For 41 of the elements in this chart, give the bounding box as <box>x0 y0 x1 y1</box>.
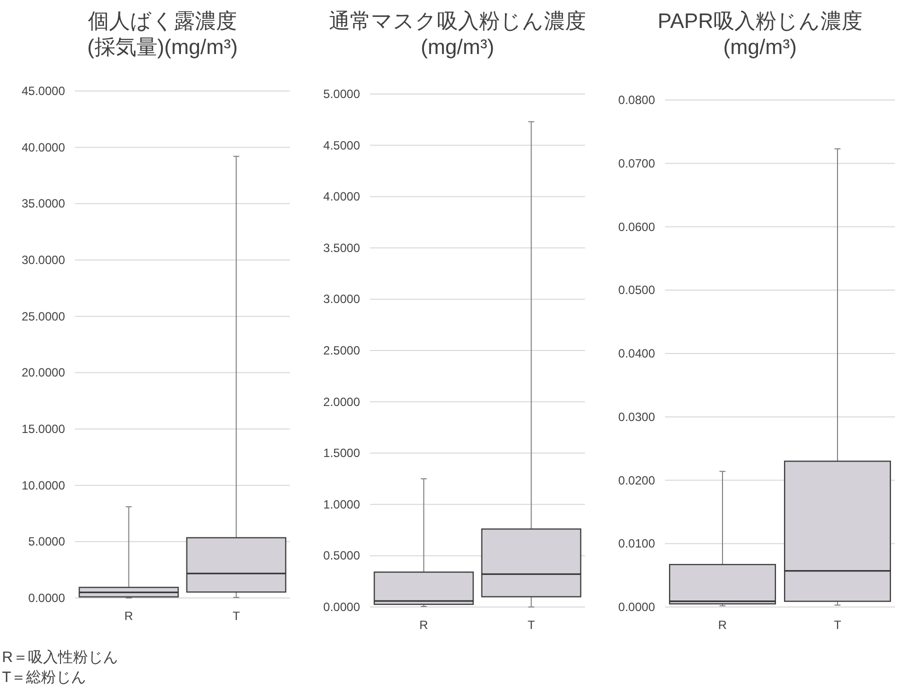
y-tick-label: 0.0600 <box>618 220 656 234</box>
y-tick-label: 35.0000 <box>22 196 66 211</box>
text: T＝総粉じん <box>2 669 86 686</box>
y-tick-label: 0.0400 <box>618 346 656 360</box>
y-tick-label: 30.0000 <box>22 253 66 267</box>
chart-title: 通常マスク吸入粉じん濃度 (mg/m³) <box>329 10 586 59</box>
y-tick-label: 5.0000 <box>323 87 360 101</box>
y-tick-label: 0.0000 <box>323 600 360 614</box>
y-tick-label: 4.5000 <box>323 138 360 152</box>
y-tick-label: 25.0000 <box>22 309 66 324</box>
y-tick-label: 0.0500 <box>618 283 656 298</box>
y-tick-label: 15.0000 <box>22 422 66 436</box>
y-tick-label: 0.0000 <box>28 591 66 605</box>
y-tick-label: 3.5000 <box>323 240 360 255</box>
y-tick-label: 0.0800 <box>618 93 656 107</box>
y-tick-label: 1.5000 <box>323 446 360 460</box>
y-tick-label: 2.5000 <box>323 344 360 358</box>
text: R＝吸入性粉じん <box>2 649 118 666</box>
y-tick-label: 0.0700 <box>618 156 656 170</box>
y-tick-label: 0.0200 <box>618 473 656 488</box>
y-tick-label: 45.0000 <box>22 84 66 98</box>
y-tick-label: 20.0000 <box>22 366 66 380</box>
x-tick-label: T <box>232 609 241 623</box>
y-tick-label: 2.0000 <box>323 394 360 409</box>
y-tick-label: 40.0000 <box>22 140 66 154</box>
chart-title: 個人ばく露濃度 (採気量)(mg/m³) <box>87 10 238 59</box>
y-tick-label: 5.0000 <box>28 534 66 549</box>
y-tick-label: 1.0000 <box>323 497 360 512</box>
x-tick-label: R <box>718 618 728 632</box>
x-tick-label: R <box>124 609 134 623</box>
y-tick-label: 4.0000 <box>323 190 360 204</box>
chart-title: PAPR吸入粉じん濃度 (mg/m³) <box>658 10 862 59</box>
y-tick-label: 0.0300 <box>618 410 656 424</box>
y-tick-label: 0.5000 <box>323 548 360 563</box>
y-tick-label: 0.0100 <box>618 536 656 551</box>
y-tick-label: 3.0000 <box>323 292 360 306</box>
x-tick-label: T <box>834 618 842 632</box>
x-tick-label: R <box>419 618 428 632</box>
y-tick-label: 0.0000 <box>618 600 656 614</box>
x-tick-label: T <box>528 618 536 632</box>
y-tick-label: 10.0000 <box>22 478 66 492</box>
